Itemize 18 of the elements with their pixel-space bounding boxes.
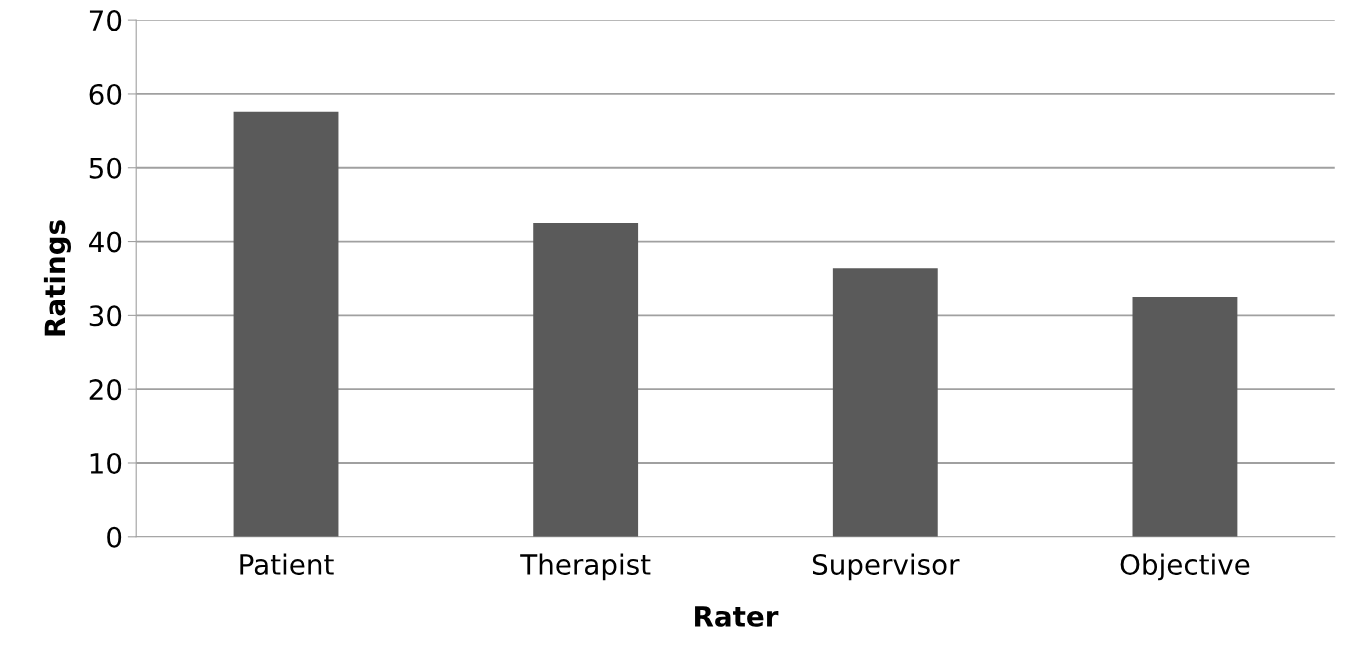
y-tick-label: 30 bbox=[89, 305, 122, 327]
x-tick-label: Objective bbox=[1120, 553, 1250, 581]
y-tick-label: 50 bbox=[89, 157, 122, 179]
x-axis-title: Rater bbox=[695, 606, 779, 627]
bar bbox=[533, 223, 639, 537]
x-tick-label: Therapist bbox=[520, 553, 651, 581]
x-tick-label: Supervisor bbox=[812, 553, 960, 581]
x-tick-label: Patient bbox=[240, 553, 334, 575]
bar bbox=[1132, 296, 1238, 537]
y-tick-label: 10 bbox=[90, 452, 122, 474]
y-tick-label: 70 bbox=[89, 10, 122, 32]
y-tick-label: 60 bbox=[89, 83, 122, 105]
bar bbox=[832, 268, 938, 537]
y-axis-title: Ratings bbox=[43, 220, 71, 336]
bar bbox=[233, 111, 339, 537]
y-tick-label: 20 bbox=[89, 379, 122, 401]
y-tick-label: 0 bbox=[107, 526, 122, 548]
y-tick-label: 40 bbox=[89, 231, 122, 253]
